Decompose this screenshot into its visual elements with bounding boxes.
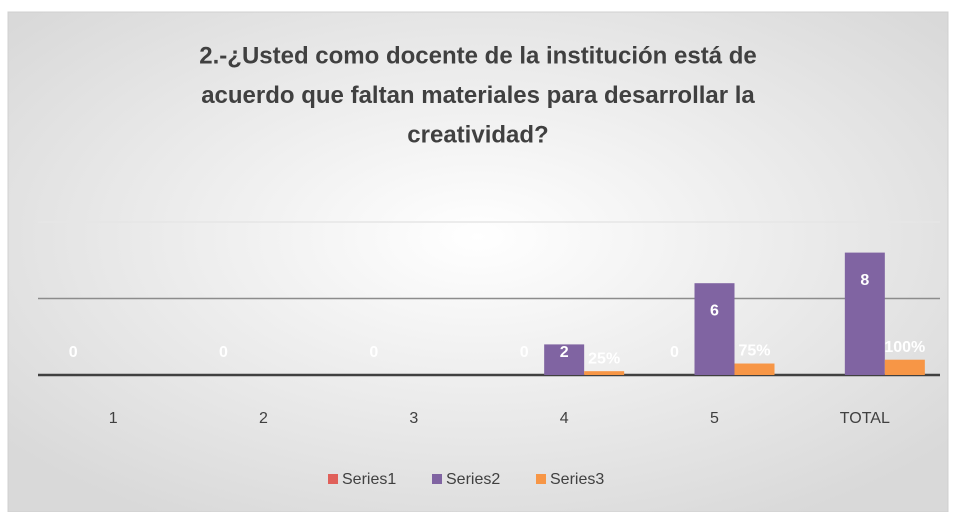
data-label: 0 (69, 344, 78, 361)
chart-title: acuerdo que faltan materiales para desar… (201, 82, 755, 109)
x-tick-label: 2 (259, 410, 268, 427)
chart-title: creatividad? (407, 121, 548, 148)
data-label: 0 (219, 344, 228, 361)
x-tick-label: TOTAL (840, 410, 890, 427)
data-label: 0 (670, 344, 679, 361)
legend-label: Series3 (550, 471, 604, 488)
data-label: 75% (738, 343, 770, 360)
legend-label: Series1 (342, 471, 396, 488)
data-label: 0 (520, 344, 529, 361)
chart-background (7, 11, 949, 512)
bar (584, 371, 625, 375)
legend-swatch (432, 474, 442, 484)
legend-label: Series2 (446, 471, 500, 488)
data-label: 100% (884, 339, 925, 356)
bar (734, 363, 775, 375)
x-tick-label: 5 (710, 410, 719, 427)
data-label: 25% (588, 350, 620, 367)
bar (544, 344, 585, 375)
chart-title: 2.-¿Usted como docente de la institución… (199, 42, 756, 69)
bar (844, 252, 885, 375)
data-label: 6 (710, 302, 719, 319)
data-label: 0 (369, 344, 378, 361)
x-tick-label: 4 (560, 410, 569, 427)
legend-swatch (536, 474, 546, 484)
bar (694, 283, 735, 375)
data-label: 2 (560, 344, 569, 361)
x-tick-label: 3 (409, 410, 418, 427)
bar (884, 359, 925, 375)
legend-swatch (328, 474, 338, 484)
x-tick-label: 1 (109, 410, 118, 427)
data-label: 8 (860, 272, 869, 289)
